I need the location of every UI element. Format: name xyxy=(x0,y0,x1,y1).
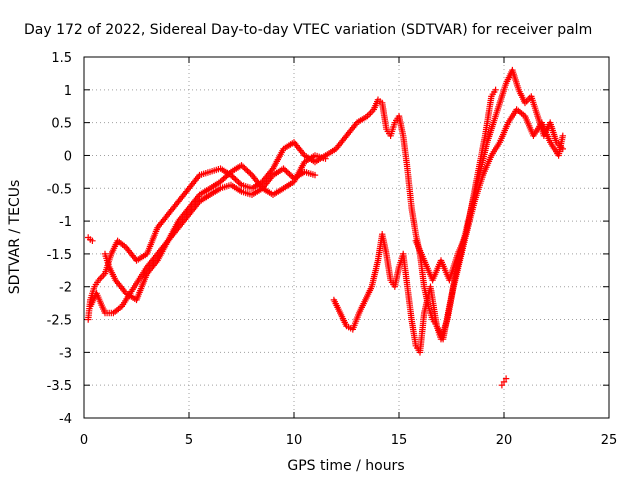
data-point xyxy=(492,86,499,93)
data-point xyxy=(224,171,232,178)
tick-layer: -4 -3.5 -3 -2.5 -2 -1.5 -1 -0.5 0 0.5 1 1.5 0 5 10 15 20… xyxy=(47,51,618,448)
data-point xyxy=(283,168,290,175)
y-tick-label: -1.5 xyxy=(47,248,72,263)
data-point xyxy=(367,109,374,116)
x-axis-label: GPS time / hours xyxy=(287,458,404,474)
data-point xyxy=(239,163,247,170)
data-series-segment-7 xyxy=(498,375,510,389)
data-point xyxy=(500,378,508,386)
y-tick-label: 0 xyxy=(64,149,72,164)
data-point xyxy=(232,176,239,183)
data-point xyxy=(284,169,292,176)
chart-title: Day 172 of 2022, Sidereal Day-to-day VTE… xyxy=(24,22,592,38)
data-point xyxy=(498,382,506,389)
x-tick-label: 10 xyxy=(286,433,303,448)
x-tick-label: 5 xyxy=(185,433,193,448)
data-point xyxy=(287,172,295,179)
data-point xyxy=(502,375,510,382)
data-point xyxy=(281,166,289,174)
data-layer xyxy=(85,66,566,389)
y-tick-label: 1 xyxy=(64,84,72,99)
data-point xyxy=(245,169,253,176)
y-tick-label: -2 xyxy=(59,281,72,296)
data-series-segment-1 xyxy=(85,234,96,244)
grid-layer xyxy=(84,57,609,418)
data-point xyxy=(236,180,244,187)
plot-frame xyxy=(83,56,610,419)
y-tick-label: 0.5 xyxy=(51,117,72,132)
data-point xyxy=(241,164,248,172)
y-axis-label: SDTVAR / TECUs xyxy=(7,180,23,295)
data-point xyxy=(217,178,224,185)
data-point xyxy=(238,162,245,169)
x-tick-label: 15 xyxy=(391,433,408,448)
y-tick-label: -1 xyxy=(59,215,72,230)
data-point xyxy=(230,174,238,182)
data-point xyxy=(233,177,241,184)
data-point xyxy=(322,155,329,162)
y-tick-label: -0.5 xyxy=(47,182,72,197)
data-point xyxy=(280,165,287,172)
data-point xyxy=(221,174,229,181)
data-point xyxy=(244,167,251,175)
data-point xyxy=(242,166,250,173)
data-point xyxy=(229,173,236,180)
data-series-segment-4 xyxy=(101,152,329,304)
data-point xyxy=(223,172,230,180)
data-point xyxy=(559,132,566,139)
data-point xyxy=(89,237,96,244)
y-tick-label: -2.5 xyxy=(47,314,72,329)
x-tick-label: 0 xyxy=(80,433,88,448)
data-point xyxy=(218,177,226,184)
y-tick-label: -3 xyxy=(59,346,72,361)
x-tick-label: 25 xyxy=(601,433,618,448)
y-tick-label: -4 xyxy=(59,412,72,427)
data-point xyxy=(311,171,319,179)
data-point xyxy=(286,171,293,178)
x-tick-label: 20 xyxy=(496,433,513,448)
data-series-segment-2 xyxy=(85,86,499,343)
data-point xyxy=(220,175,227,183)
data-series-segment-6 xyxy=(412,106,566,284)
data-series-segment-5 xyxy=(330,66,566,356)
y-tick-label: -3.5 xyxy=(47,379,72,394)
data-point xyxy=(226,170,233,177)
y-tick-label: 1.5 xyxy=(51,51,72,66)
data-point xyxy=(235,179,242,186)
data-point xyxy=(247,170,254,177)
